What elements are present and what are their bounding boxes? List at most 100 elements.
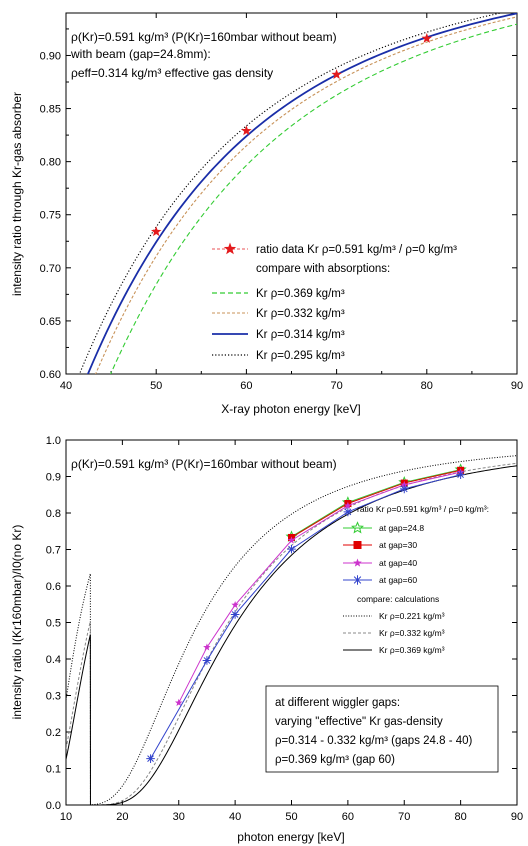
top-legend-label-2: Kr ρ=0.314 kg/m³: [256, 329, 345, 341]
bottom-x-tick-label: 20: [116, 811, 128, 823]
bottom-y-tick-label: 0.8: [46, 508, 61, 520]
bottom-legend-label-3: at gap=60: [379, 575, 417, 585]
top-y-tick-label: 0.60: [40, 369, 61, 381]
top-curve-0: [110, 23, 517, 374]
top-y-axis-label: intensity ratio through Kr-gas absorber: [10, 92, 24, 296]
bottom-data-point: [202, 656, 212, 665]
top-plot-frame: [65, 12, 518, 375]
top-x-axis-label: X-ray photon energy [keV]: [221, 402, 360, 416]
top-legend-data-star: [223, 242, 237, 255]
top-data-point: [241, 125, 252, 136]
bottom-x-tick-label: 30: [173, 811, 185, 823]
bottom-data-point: [231, 600, 239, 609]
bottom-legend-marker-0: [351, 521, 364, 534]
top-x-tick-label: 60: [240, 380, 252, 392]
bottom-legend-marker-2: [353, 558, 362, 567]
top-data-point: [421, 32, 433, 43]
top-legend-label-1: Kr ρ=0.332 kg/m³: [256, 308, 345, 320]
bottom-data-point: [174, 698, 183, 707]
top-legend-label-3: Kr ρ=0.295 kg/m³: [256, 350, 345, 362]
bottom-x-tick-label: 40: [229, 811, 241, 823]
bottom-data-point: [344, 501, 352, 509]
bottom-legend-label-2: at gap=40: [379, 558, 417, 568]
bottom-y-tick-label: 0.1: [46, 764, 61, 776]
bottom-y-tick-label: 0.2: [46, 727, 61, 739]
bottom-note-line-3: ρ=0.314 - 0.332 kg/m³ (gaps 24.8 - 40): [275, 735, 473, 747]
bottom-data-point: [203, 643, 211, 651]
top-curve-3: [78, 13, 504, 374]
bottom-legend-compare: compare: calculations: [357, 594, 439, 604]
bottom-legend-label-0: at gap=24.8: [379, 523, 424, 533]
bottom-note-line-4: ρ=0.369 kg/m³ (gap 60): [275, 754, 395, 766]
bottom-note-frame: [265, 685, 499, 773]
bottom-x-tick-label: 60: [342, 811, 354, 823]
top-legend-label-0: Kr ρ=0.369 kg/m³: [256, 288, 345, 300]
top-y-tick-label: 0.70: [40, 263, 61, 275]
bottom-x-tick-label: 10: [60, 811, 72, 823]
bottom-data-point: [399, 484, 409, 494]
bottom-note-line-1: at different wiggler gaps:: [275, 697, 400, 709]
bottom-series-line-1: [291, 469, 461, 538]
bottom-y-tick-label: 0.3: [46, 691, 61, 703]
top-x-tick-label: 50: [150, 380, 162, 392]
top-data-point: [331, 69, 342, 80]
top-x-tick-label: 40: [60, 380, 72, 392]
top-axis-ticks: 40 50 60 70 80 90 0.60 0.65 0.70 0.75 0.80 0.85 0.90: [40, 13, 523, 392]
bottom-chart: 10 20 30 40 50 60 70 80 90 0.0 0.1 0.2 0.3 0.4 0.5 0.6 0…: [10, 435, 523, 844]
bottom-annotation: ρ(Kr)=0.591 kg/m³ (P(Kr)=160mbar without…: [71, 457, 337, 471]
bottom-x-tick-label: 90: [511, 811, 523, 823]
bottom-legend-label-c0: Kr ρ=0.221 kg/m³: [379, 611, 445, 621]
bottom-data-point: [146, 754, 155, 763]
bottom-data-point: [287, 536, 296, 544]
bottom-y-tick-label: 0.7: [46, 545, 61, 557]
bottom-y-tick-label: 1.0: [46, 435, 61, 447]
top-y-tick-label: 0.80: [40, 157, 61, 169]
top-legend-data-label: ratio data Kr ρ=0.591 kg/m³ / ρ=0 kg/m³: [256, 244, 457, 256]
top-y-tick-label: 0.85: [40, 104, 61, 116]
top-x-tick-label: 90: [511, 380, 523, 392]
bottom-x-axis-label: photon energy [keV]: [237, 830, 344, 844]
bottom-legend: ratio Kr ρ=0.591 kg/m³ / ρ=0 kg/m³: at g…: [343, 504, 489, 655]
top-y-tick-label: 0.65: [40, 316, 61, 328]
bottom-data-point: [230, 610, 240, 619]
bottom-x-tick-label: 70: [398, 811, 410, 823]
top-curves: [78, 13, 517, 374]
bottom-note-line-2: varying "effective" Kr gas-density: [275, 716, 443, 728]
bottom-y-axis-label: intensity ratio I(Kr160mbar)/I0(no Kr): [10, 525, 24, 720]
bottom-series-line-0: [291, 469, 461, 538]
bottom-legend-marker-3: [352, 575, 363, 585]
top-y-tick-label: 0.90: [40, 50, 61, 62]
bottom-legend-label-1: at gap=30: [379, 540, 417, 550]
top-annotation-line-1: ρ(Kr)=0.591 kg/m³ (P(Kr)=160mbar without…: [71, 30, 337, 44]
top-x-tick-label: 80: [421, 380, 433, 392]
bottom-y-tick-label: 0.6: [46, 581, 61, 593]
top-data-points: [150, 32, 433, 237]
top-annotation-line-2: with beam (gap=24.8mm):: [70, 47, 211, 61]
bottom-legend-marker-1: [353, 541, 362, 549]
bottom-note-box: at different wiggler gaps: varying "effe…: [265, 685, 499, 773]
bottom-data-points: [146, 463, 467, 763]
bottom-legend-label-c1: Kr ρ=0.332 kg/m³: [379, 628, 445, 638]
bottom-x-tick-label: 50: [285, 811, 297, 823]
top-x-tick-label: 70: [330, 380, 342, 392]
bottom-data-point: [400, 480, 409, 489]
bottom-y-tick-label: 0.5: [46, 618, 61, 630]
bottom-x-tick-label: 80: [455, 811, 467, 823]
bottom-curve-0: [66, 455, 517, 805]
bottom-data-point: [343, 507, 353, 517]
top-curve-2: [86, 13, 517, 374]
bottom-legend-label-c2: Kr ρ=0.369 kg/m³: [379, 645, 445, 655]
bottom-axis-ticks: 10 20 30 40 50 60 70 80 90 0.0 0.1 0.2 0.3 0.4 0.5 0.6 0…: [46, 435, 523, 823]
top-y-tick-label: 0.75: [40, 210, 61, 222]
bottom-data-point: [287, 544, 296, 554]
bottom-y-tick-label: 0.9: [46, 472, 61, 484]
bottom-y-tick-label: 0.0: [46, 800, 61, 812]
top-data-point: [150, 226, 162, 237]
bottom-legend-header: ratio Kr ρ=0.591 kg/m³ / ρ=0 kg/m³:: [357, 504, 489, 514]
bottom-y-tick-label: 0.4: [46, 654, 61, 666]
top-legend: ratio data Kr ρ=0.591 kg/m³ / ρ=0 kg/m³ …: [212, 242, 457, 362]
top-chart: 40 50 60 70 80 90 0.60 0.65 0.70 0.75 0.80 0.85 0.90…: [10, 12, 523, 416]
top-curve-1: [95, 16, 517, 374]
top-annotation-line-3: ρeff=0.314 kg/m³ effective gas density: [71, 66, 273, 80]
